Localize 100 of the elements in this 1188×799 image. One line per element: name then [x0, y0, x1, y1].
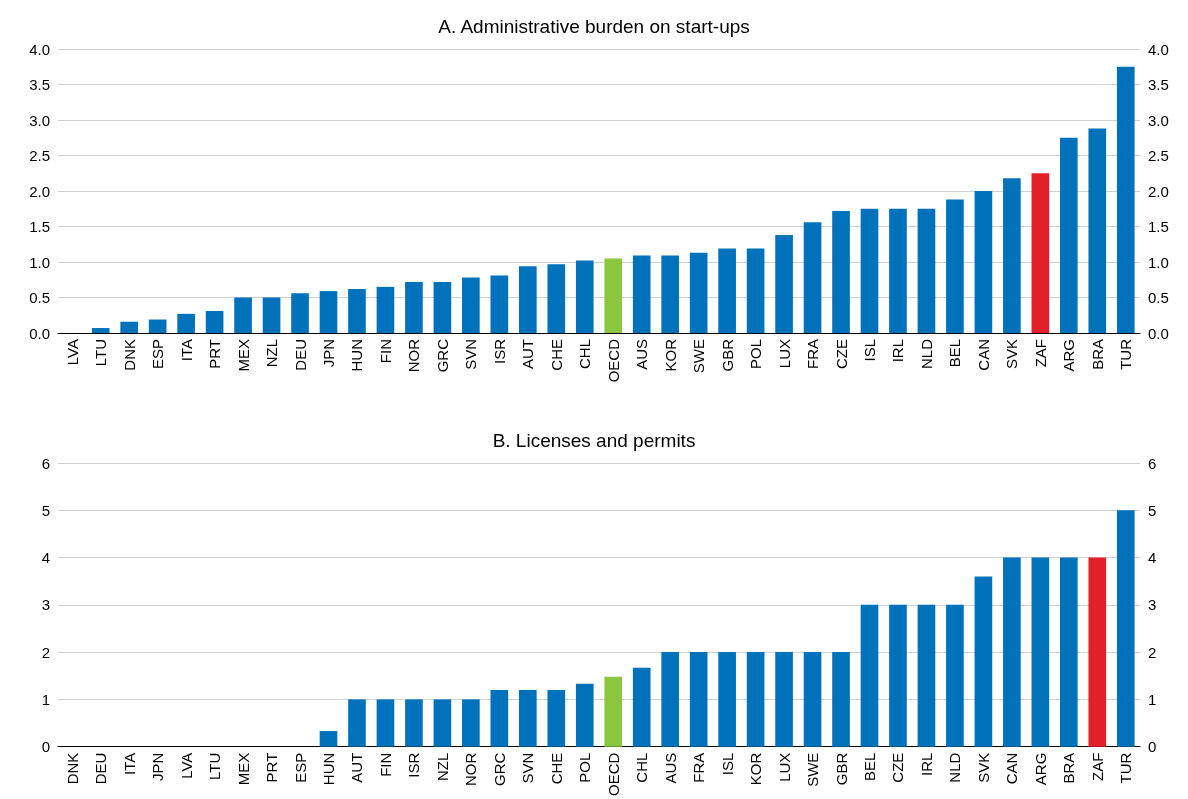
x-tick-label: LTU [92, 339, 110, 367]
bar [405, 699, 423, 747]
bar [376, 286, 395, 333]
bar [632, 255, 651, 333]
y-tick-label: 4.0 [29, 40, 50, 58]
x-tick-label: SVK [1003, 339, 1021, 370]
chart-title: B. Licenses and permits [492, 430, 696, 451]
y2-tick-label: 6 [1148, 454, 1157, 472]
bar [718, 248, 736, 333]
x-tick-label: FRA [690, 752, 708, 783]
y-tick-label: 3.0 [29, 111, 50, 129]
x-tick-label: CZE [889, 752, 907, 783]
x-tick-label: DNK [120, 339, 138, 371]
bar [604, 676, 623, 747]
bar [1088, 557, 1107, 747]
bar [547, 264, 566, 333]
x-tick-label: ESP [149, 339, 167, 370]
y2-tick-label: 2.5 [1148, 147, 1169, 164]
x-tick-label: PRT [263, 752, 281, 783]
x-tick-label: BEL [946, 339, 964, 368]
x-tick-label: ITA [120, 752, 138, 775]
x-tick-label: IRL [889, 339, 907, 363]
bar [689, 652, 708, 747]
bar [262, 297, 281, 333]
x-tick-label: FIN [376, 752, 394, 777]
y2-tick-label: 3.5 [1148, 76, 1169, 93]
bar [1059, 137, 1078, 333]
x-tick-label: GRC [490, 752, 508, 787]
x-tick-label: SVK [974, 752, 992, 783]
bar [889, 604, 907, 747]
x-tick-label: KOR [661, 338, 679, 372]
bar [661, 255, 680, 333]
x-tick-label: OECD [604, 752, 622, 797]
bar [1059, 557, 1078, 747]
bar [860, 208, 879, 333]
y-tick-label: 0 [41, 738, 50, 756]
x-tick-label: GRC [433, 338, 451, 373]
bar [832, 210, 850, 333]
x-tick-label: SWE [690, 339, 708, 374]
x-tick-label: NLD [946, 752, 964, 783]
bar [832, 652, 850, 747]
bar [575, 683, 594, 747]
x-tick-label: ARG [1060, 339, 1078, 372]
bar [91, 328, 110, 333]
bar [632, 667, 651, 747]
y-tick-label: 4 [41, 549, 50, 567]
bar [348, 288, 366, 333]
x-tick-label: OECD [604, 338, 622, 383]
bar [718, 652, 736, 747]
x-tick-label: CZE [832, 339, 850, 369]
y2-tick-label: 5 [1148, 501, 1157, 519]
bar [319, 731, 338, 747]
bar [974, 191, 993, 333]
x-tick-label: JPN [320, 339, 337, 368]
bar [177, 313, 195, 333]
x-tick-label: SVN [519, 752, 537, 784]
x-tick-label: ISR [490, 338, 508, 365]
bar [376, 699, 395, 747]
x-tick-label: MEX [234, 752, 252, 786]
bar [148, 319, 167, 333]
bar [291, 293, 309, 333]
x-tick-label: FIN [376, 339, 394, 364]
x-tick-label: LTU [206, 752, 224, 780]
x-tick-label: LVA [177, 752, 195, 779]
x-tick-label: DEU [291, 339, 309, 371]
y2-tick-label: 4.0 [1148, 40, 1169, 58]
x-tick-label: POL [747, 339, 765, 370]
bar [1031, 557, 1050, 747]
x-tick-label: TUR [1117, 338, 1135, 370]
x-tick-label: LVA [63, 339, 81, 366]
y-tick-label: 2.5 [29, 147, 50, 164]
y-tick-label: 2 [41, 643, 50, 661]
x-tick-label: ZAF [1088, 752, 1106, 782]
bar [490, 689, 509, 747]
x-tick-label: DNK [63, 752, 81, 785]
x-tick-label: DEU [92, 752, 110, 785]
x-tick-label: CHL [633, 752, 651, 783]
x-tick-label: NOR [462, 752, 480, 787]
x-tick-label: KOR [747, 752, 765, 786]
bar [775, 235, 793, 333]
x-tick-label: ITA [177, 339, 195, 362]
bar [1031, 173, 1050, 333]
bar [889, 208, 907, 333]
bar [604, 258, 623, 333]
x-tick-label: PRT [206, 339, 224, 369]
x-tick-label: ISR [405, 752, 423, 778]
x-tick-label: BEL [861, 752, 878, 782]
bar [462, 277, 480, 333]
bar [405, 281, 423, 333]
y2-tick-label: 0.5 [1148, 289, 1169, 306]
bar [1003, 557, 1021, 747]
x-tick-label: TUR [1117, 752, 1135, 784]
y-tick-label: 1.0 [29, 253, 50, 271]
x-tick-label: CAN [974, 339, 992, 371]
y2-tick-label: 1 [1148, 690, 1157, 708]
bar [547, 689, 566, 747]
bar [234, 297, 252, 333]
bar [490, 275, 509, 333]
y-tick-label: 2.0 [29, 182, 50, 200]
bar [518, 689, 537, 747]
